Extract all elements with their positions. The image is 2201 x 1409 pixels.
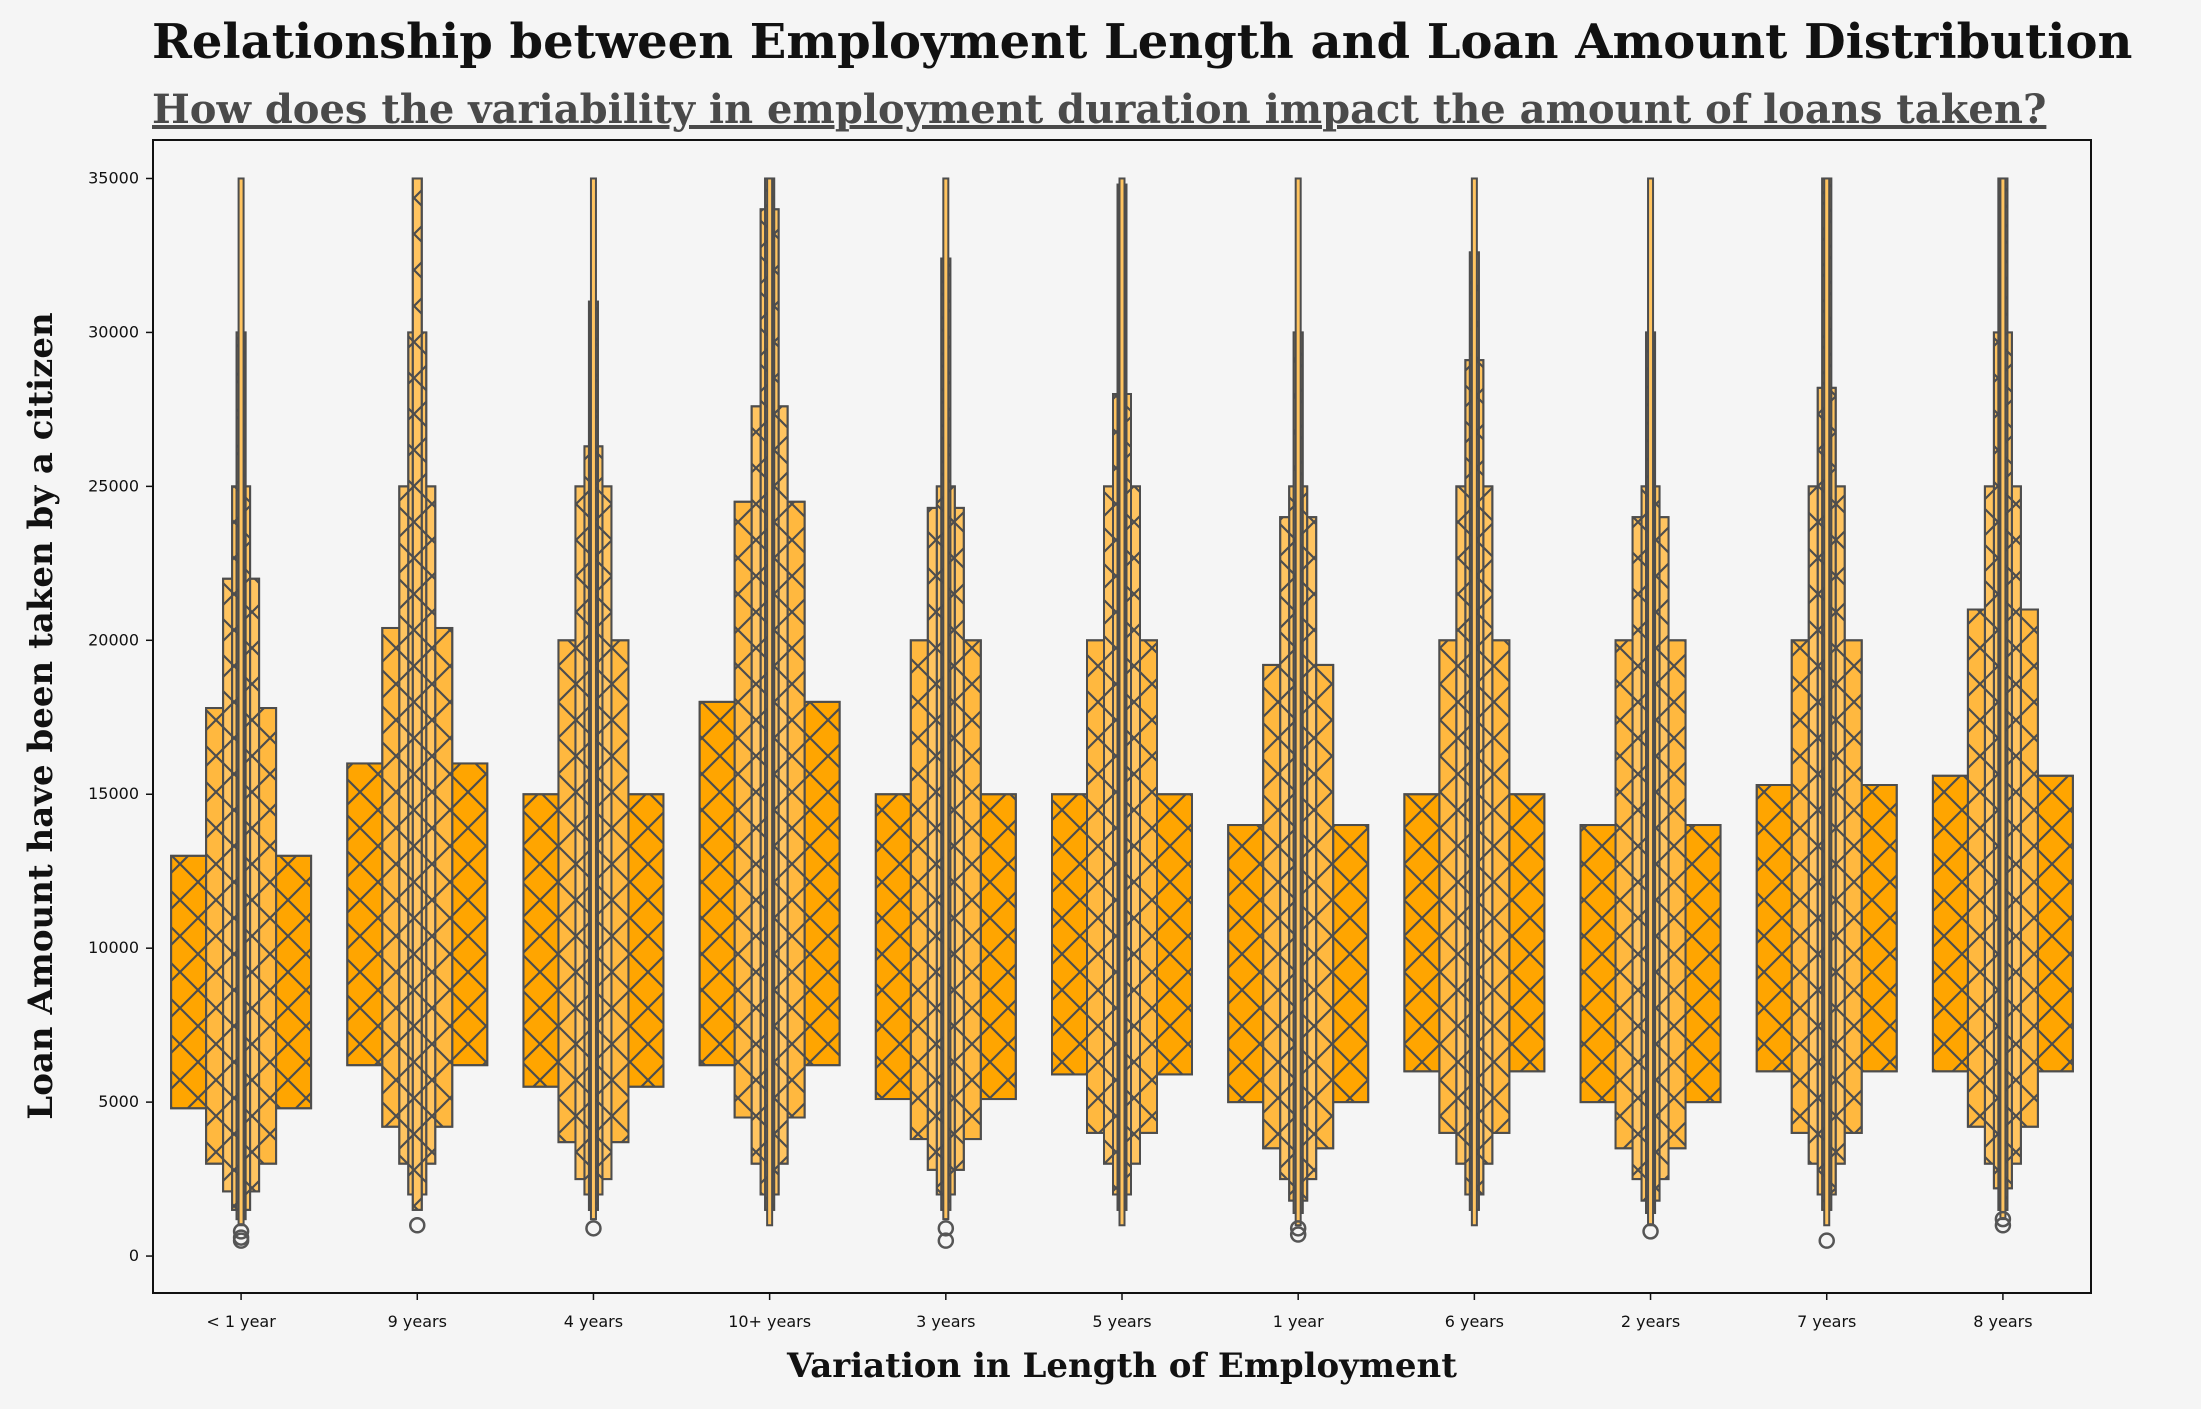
boxen-box <box>1999 177 2007 1221</box>
boxen-group <box>1403 177 1546 1227</box>
boxen-group <box>1227 177 1370 1243</box>
outlier-point <box>232 1223 250 1240</box>
boxen-box <box>1294 177 1302 1227</box>
boxen-box <box>237 177 245 1227</box>
outlier-point <box>1289 1226 1307 1243</box>
y-tick-label: 10000 <box>88 938 139 957</box>
boxen-group <box>874 177 1017 1249</box>
y-axis-label: Loan Amount have been taken by a citizen <box>21 312 61 1119</box>
y-tick-label: 25000 <box>88 476 139 495</box>
x-tick-label: 6 years <box>1445 1312 1504 1331</box>
x-tick-label: 5 years <box>1092 1312 1151 1331</box>
outlier-point <box>937 1220 955 1237</box>
boxen-group <box>170 177 313 1249</box>
boxen-box <box>589 177 597 1221</box>
x-axis-label: Variation in Length of Employment <box>786 1346 1457 1386</box>
y-tick-label: 35000 <box>88 168 139 187</box>
chart-subtitle: How does the variability in employment d… <box>152 86 2047 133</box>
outlier-point <box>232 1232 250 1249</box>
x-tick-label: 2 years <box>1621 1312 1680 1331</box>
boxen-group <box>698 177 841 1227</box>
outlier-point <box>1818 1232 1835 1249</box>
boxen-box <box>1470 177 1478 1227</box>
boxes-layer <box>170 177 2074 1249</box>
boxen-box <box>1647 177 1655 1227</box>
chart-title: Relationship between Employment Length a… <box>152 14 2133 70</box>
outlier-point <box>1289 1220 1307 1237</box>
boxen-group <box>1051 177 1193 1227</box>
boxen-box <box>1118 177 1126 1227</box>
outlier-point <box>1642 1223 1659 1240</box>
x-tick-label: 1 year <box>1273 1312 1324 1331</box>
boxen-group <box>1755 177 1898 1249</box>
x-tick-label: 8 years <box>1973 1312 2032 1331</box>
boxen-group <box>1931 177 2074 1234</box>
x-tick-label: 3 years <box>916 1312 975 1331</box>
boxen-box <box>1823 177 1831 1227</box>
boxen-box <box>942 177 950 1221</box>
y-tick-label: 30000 <box>88 322 139 341</box>
x-tick-label: 4 years <box>564 1312 623 1331</box>
y-tick-label: 5000 <box>98 1092 139 1111</box>
boxen-box <box>766 177 774 1227</box>
outlier-point <box>585 1220 602 1237</box>
x-tick-label: 7 years <box>1797 1312 1856 1331</box>
y-tick-label: 0 <box>129 1246 139 1265</box>
y-tick-label: 20000 <box>88 630 139 649</box>
x-tick-label: 10+ years <box>728 1312 811 1331</box>
y-axis: 0 5000 10000 15000 20000 25000 30000 35000 <box>88 168 153 1265</box>
x-tick-label: 9 years <box>388 1312 447 1331</box>
outlier-point <box>409 1217 426 1234</box>
outlier-point <box>937 1232 955 1249</box>
boxen-group <box>522 177 665 1237</box>
x-tick-label: < 1 year <box>206 1312 276 1331</box>
x-axis: < 1 year 9 years 4 years 10+ years 3 years 5 … <box>206 1293 2033 1331</box>
boxen-group <box>346 177 489 1234</box>
outlier-point <box>1994 1210 2012 1228</box>
y-tick-label: 15000 <box>88 784 139 803</box>
boxen-box-hatch <box>411 177 423 1211</box>
boxen-group <box>1579 177 1722 1240</box>
outlier-point <box>1994 1217 2012 1234</box>
